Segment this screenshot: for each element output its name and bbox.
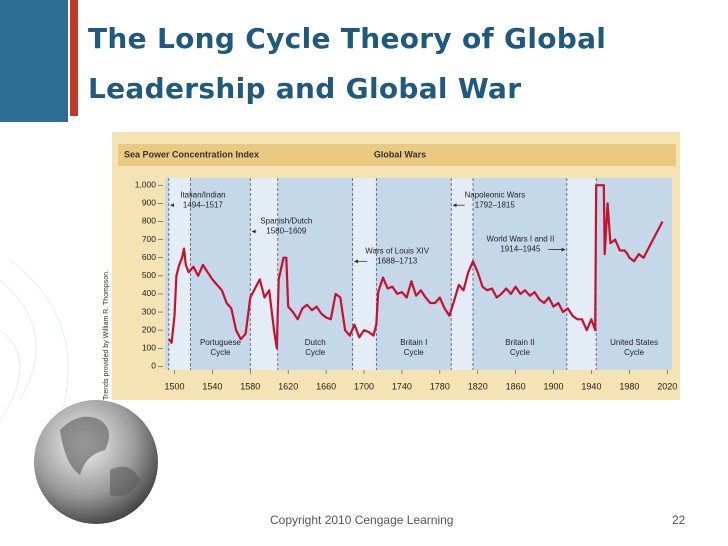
war-period: 1914–1945	[500, 245, 541, 254]
page-number: 22	[672, 513, 686, 527]
index-line	[167, 184, 664, 350]
x-tick-label: 1620	[278, 381, 298, 391]
cycle-label: Portuguese Cycle	[200, 338, 241, 357]
war-band	[250, 178, 278, 370]
x-tick-label: 1900	[544, 381, 564, 391]
accent-stripe	[70, 0, 78, 116]
y-tick-label: 200	[142, 324, 156, 334]
footer: Copyright 2010 Cengage Learning	[270, 513, 454, 527]
y-tick-label: 100	[142, 343, 156, 353]
x-tick-label: 1660	[316, 381, 336, 391]
x-tick-label: 1740	[392, 381, 412, 391]
chart-title: Sea Power Concentration Index	[124, 149, 259, 159]
x-tick-label: 1780	[430, 381, 450, 391]
globe-land	[60, 416, 140, 496]
x-tick-label: 1980	[619, 381, 639, 391]
chart-subtitle: Global Wars	[374, 149, 426, 159]
y-tick-label: 900	[142, 198, 156, 208]
x-tick-label: 1820	[468, 381, 488, 391]
y-tick-label: 500	[142, 270, 156, 280]
war-band	[566, 178, 597, 370]
x-tick-label: 1860	[506, 381, 526, 391]
war-name: Spanish/Dutch	[260, 217, 312, 226]
war-name: Wars of Louis XIV	[365, 246, 429, 255]
y-tick-label: 1,000	[135, 179, 157, 189]
y-tick-label: 0	[151, 361, 156, 371]
y-tick-label: 700	[142, 234, 156, 244]
x-tick-label: 1500	[164, 381, 184, 391]
chart-credit: Trends provided by William R. Thompson.	[103, 270, 110, 400]
decor-lines	[0, 259, 69, 421]
chart-header	[118, 144, 676, 166]
war-name: Napoleonic Wars	[464, 190, 525, 199]
x-tick-label: 1940	[581, 381, 601, 391]
x-tick-label: 1540	[202, 381, 222, 391]
y-tick-label: 400	[142, 288, 156, 298]
cycle-label: Britain II Cycle	[505, 338, 534, 357]
cycle-label: Dutch Cycle	[305, 338, 326, 357]
war-period: 1688–1713	[377, 256, 418, 265]
war-name: World Wars I and II	[486, 235, 554, 244]
accent-bar	[0, 0, 68, 122]
y-tick-label: 600	[142, 252, 156, 262]
war-period: 1494–1517	[183, 200, 224, 209]
war-period: 1792–1815	[475, 200, 516, 209]
slide-title: The Long Cycle Theory of Global Leadersh…	[88, 22, 607, 105]
x-tick-label: 2020	[657, 381, 677, 391]
x-tick-label: 1580	[240, 381, 260, 391]
war-name: Italian/Indian	[180, 190, 225, 199]
war-band	[451, 178, 473, 370]
war-period: 1580–1609	[266, 227, 307, 236]
x-tick-label: 1700	[354, 381, 374, 391]
war-band	[352, 178, 377, 370]
cycle-label: Britain I Cycle	[400, 338, 427, 357]
y-tick-label: 800	[142, 216, 156, 226]
cycle-label: United States Cycle	[610, 338, 658, 357]
y-tick-label: 300	[142, 306, 156, 316]
